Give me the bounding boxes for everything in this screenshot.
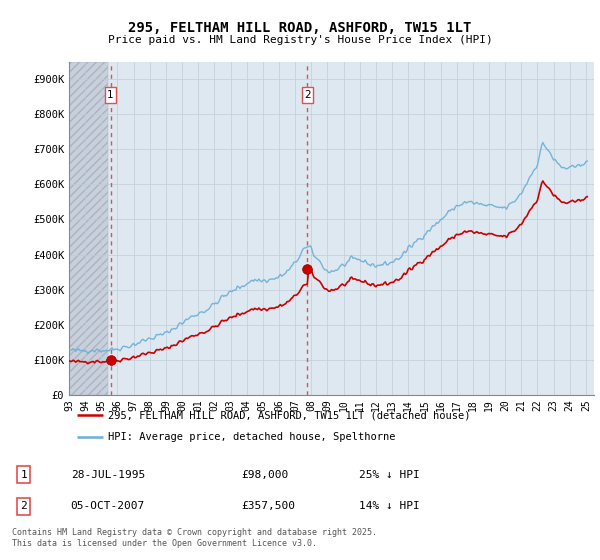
Text: 14% ↓ HPI: 14% ↓ HPI	[359, 501, 419, 511]
Text: 1: 1	[107, 90, 114, 100]
Text: 1: 1	[20, 470, 27, 480]
Text: Contains HM Land Registry data © Crown copyright and database right 2025.
This d: Contains HM Land Registry data © Crown c…	[12, 528, 377, 548]
Text: £357,500: £357,500	[241, 501, 295, 511]
Text: 05-OCT-2007: 05-OCT-2007	[71, 501, 145, 511]
Text: 295, FELTHAM HILL ROAD, ASHFORD, TW15 1LT (detached house): 295, FELTHAM HILL ROAD, ASHFORD, TW15 1L…	[109, 410, 471, 420]
Text: 25% ↓ HPI: 25% ↓ HPI	[359, 470, 419, 480]
Text: £98,000: £98,000	[241, 470, 289, 480]
Text: HPI: Average price, detached house, Spelthorne: HPI: Average price, detached house, Spel…	[109, 432, 396, 442]
Text: 2: 2	[20, 501, 27, 511]
Text: 2: 2	[304, 90, 311, 100]
Text: 28-JUL-1995: 28-JUL-1995	[71, 470, 145, 480]
Text: 295, FELTHAM HILL ROAD, ASHFORD, TW15 1LT: 295, FELTHAM HILL ROAD, ASHFORD, TW15 1L…	[128, 21, 472, 35]
Text: Price paid vs. HM Land Registry's House Price Index (HPI): Price paid vs. HM Land Registry's House …	[107, 35, 493, 45]
